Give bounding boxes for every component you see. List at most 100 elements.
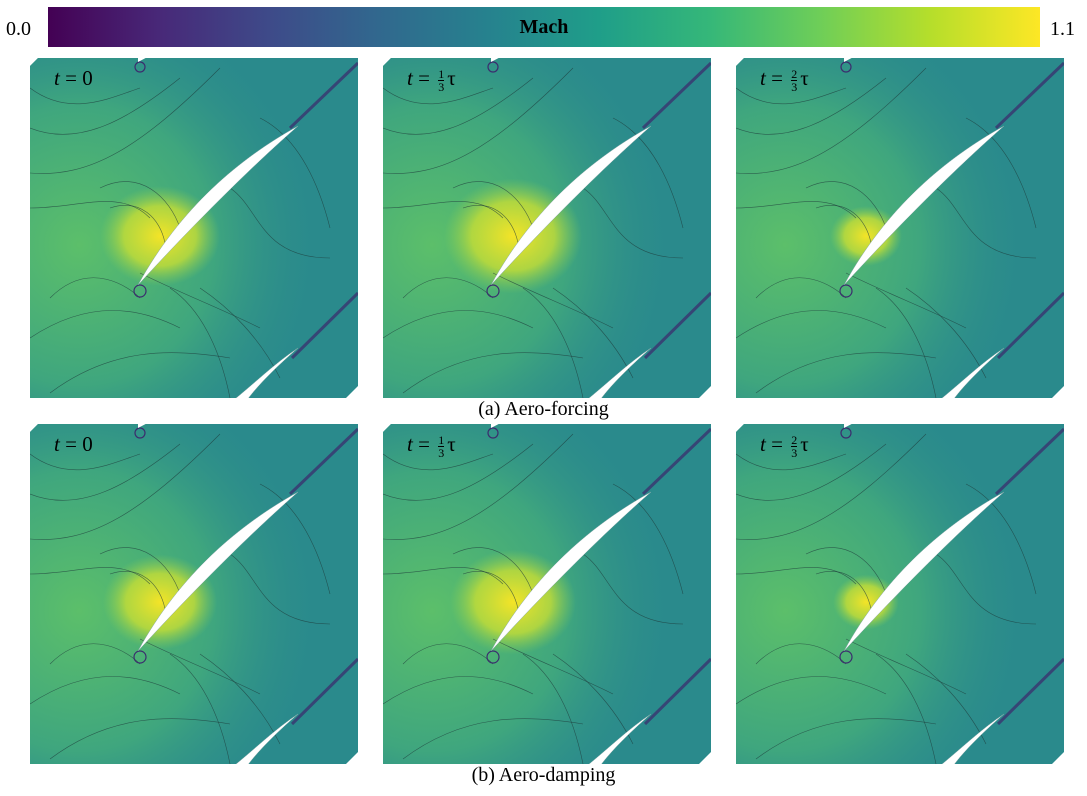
- contour-line: [383, 443, 534, 501]
- contour-line: [402, 718, 584, 760]
- blade-airfoil: [843, 491, 1005, 652]
- contour-line: [383, 201, 504, 219]
- wake-streak: [288, 61, 358, 130]
- contour-line: [612, 483, 684, 595]
- contour-line: [736, 433, 927, 540]
- contour-line: [30, 201, 151, 219]
- contour-line: [30, 77, 181, 135]
- contour-line: [383, 567, 504, 585]
- leading-edge-vortex: [487, 61, 499, 73]
- wake-streak: [288, 427, 358, 496]
- contour-line: [259, 117, 331, 229]
- contour-line: [109, 205, 166, 244]
- contour-line: [905, 653, 987, 745]
- contour-line: [935, 187, 1037, 259]
- contour-line: [736, 87, 847, 105]
- contour-line: [736, 77, 887, 135]
- contour-line: [965, 483, 1037, 595]
- contour-line: [30, 310, 181, 339]
- contour-line: [736, 676, 887, 705]
- contour-line: [383, 77, 534, 135]
- contour-line: [30, 453, 141, 471]
- leading-edge-vortex: [134, 427, 146, 439]
- contour-line: [736, 201, 857, 219]
- contour-line: [582, 187, 684, 259]
- leading-edge-vortex: [487, 427, 499, 439]
- contour-line: [259, 483, 331, 595]
- flow-field-svg: [736, 58, 1064, 398]
- blade-airfoil: [229, 347, 299, 398]
- contour-line: [875, 653, 937, 764]
- contour-line: [815, 205, 872, 244]
- contour-panel-b1: t = 0: [30, 424, 358, 764]
- colorbar: 0.0 Mach 1.1: [0, 0, 1087, 60]
- contour-line: [492, 638, 614, 695]
- contour-line: [905, 287, 987, 379]
- leading-edge-vortex: [840, 427, 852, 439]
- contour-line: [935, 553, 1037, 625]
- contour-line: [582, 553, 684, 625]
- contour-line: [815, 571, 872, 610]
- contour-line: [522, 287, 584, 398]
- contour-line: [552, 287, 634, 379]
- contour-line: [755, 277, 847, 299]
- contour-line: [49, 643, 141, 665]
- contour-line: [30, 443, 181, 501]
- leading-edge-vortex: [486, 284, 500, 298]
- contour-line: [109, 571, 166, 610]
- wake-streak: [996, 291, 1064, 360]
- flow-field-svg: [383, 424, 711, 764]
- blade-airfoil: [138, 424, 160, 428]
- flow-field-svg: [383, 58, 711, 398]
- blade-airfoil: [582, 347, 652, 398]
- wake-streak: [290, 657, 358, 726]
- blade-airfoil: [491, 424, 513, 428]
- contour-line: [402, 352, 584, 394]
- time-label: t = 0: [54, 432, 93, 456]
- contour-line: [49, 352, 231, 394]
- contour-line: [49, 718, 231, 760]
- contour-line: [805, 547, 887, 595]
- contour-line: [99, 547, 181, 595]
- caption-aero-damping: (b) Aero-damping: [471, 764, 616, 786]
- contour-line: [736, 310, 887, 339]
- contour-line: [755, 643, 847, 665]
- contour-line: [169, 653, 231, 764]
- blade-airfoil: [229, 713, 299, 764]
- contour-line: [30, 676, 181, 705]
- contour-line: [383, 310, 534, 339]
- blade-airfoil: [582, 713, 652, 764]
- contour-line: [452, 181, 534, 229]
- contour-line: [199, 653, 281, 745]
- leading-edge-vortex: [133, 284, 147, 298]
- colorbar-gradient: Mach: [48, 7, 1040, 47]
- contour-line: [30, 433, 221, 540]
- wake-streak: [994, 61, 1064, 130]
- blade-airfoil: [935, 347, 1005, 398]
- contour-line: [139, 272, 261, 329]
- contour-line: [49, 277, 141, 299]
- wake-streak: [643, 291, 711, 360]
- contour-line: [229, 553, 331, 625]
- wake-streak: [994, 427, 1064, 496]
- wake-streak: [996, 657, 1064, 726]
- contour-line: [139, 638, 261, 695]
- flow-field-svg: [30, 58, 358, 398]
- wake-streak: [643, 657, 711, 726]
- contour-line: [30, 567, 151, 585]
- contour-line: [383, 87, 494, 105]
- contour-line: [383, 453, 494, 471]
- contour-line: [462, 205, 519, 244]
- colorbar-title: Mach: [519, 16, 569, 38]
- contour-panel-a1: t = 0: [30, 58, 358, 398]
- time-label: t = 0: [54, 66, 93, 90]
